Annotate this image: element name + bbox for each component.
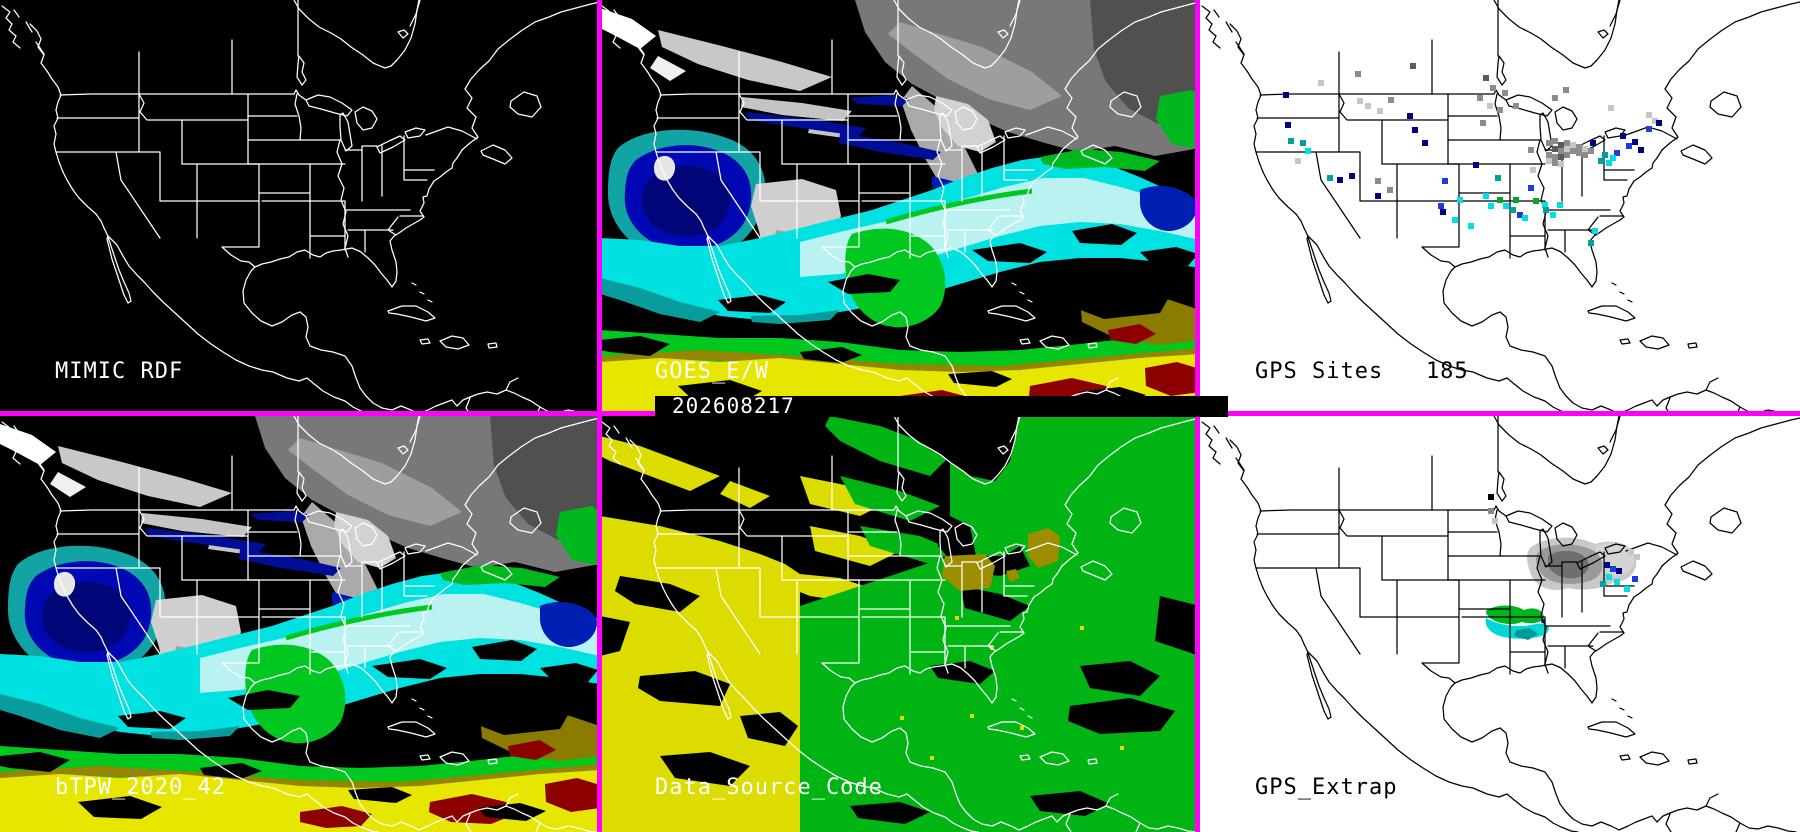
- panel-goes-ew: GOES_E/W: [600, 0, 1200, 416]
- timestamp-text: 202608217: [672, 394, 795, 418]
- gps-site-markers: [1283, 63, 1662, 246]
- panel-label-goes-ew: GOES_E/W: [655, 359, 769, 384]
- panel-label-gps-extrap: GPS_Extrap: [1255, 775, 1397, 800]
- panel-background: [0, 0, 600, 416]
- timestamp-bar: 202608217: [655, 396, 1228, 417]
- panel-data-source-code: Data_Source_Code: [600, 416, 1200, 832]
- panel-label-mimic-rdf: MIMIC RDF: [55, 359, 183, 384]
- panel-divider-vertical-left: [597, 0, 602, 832]
- panel-label-btpw: bTPW_2020_42: [55, 775, 226, 800]
- panel-btpw: bTPW_2020_42: [0, 416, 600, 832]
- extrapolated-tpw-blobs: [1485, 537, 1637, 640]
- panel-background: [1200, 0, 1800, 416]
- gps-extrap-markers: [1488, 494, 1640, 592]
- panel-mimic-rdf: MIMIC RDF: [0, 0, 600, 416]
- panel-gps-sites: GPS Sites 185: [1200, 0, 1800, 416]
- panel-label-gps-sites: GPS Sites 185: [1255, 359, 1469, 384]
- panel-label-data-source: Data_Source_Code: [655, 775, 883, 800]
- panel-gps-extrap: GPS_Extrap: [1200, 416, 1800, 832]
